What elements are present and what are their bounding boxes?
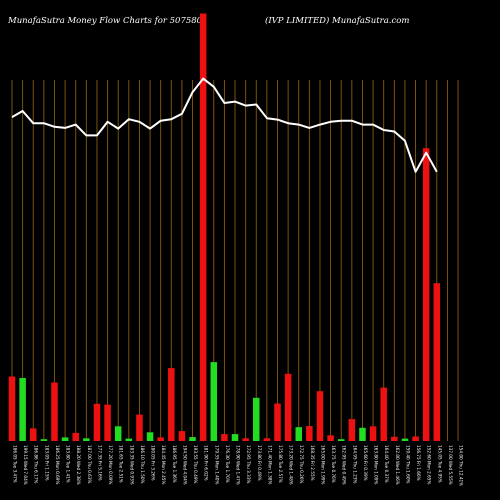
x-tick-label: 164.95 Thu 1.23% xyxy=(352,445,357,484)
x-tick-label: 175.80 Tue 2.57% xyxy=(278,445,283,483)
bar xyxy=(168,368,175,441)
x-tick-label: 183.35 Wed 0.93% xyxy=(129,445,134,485)
x-tick-label: 181.65 Tue 2.51% xyxy=(119,445,124,483)
x-tick-label: 162.00 Wed 1.46% xyxy=(395,445,400,485)
x-tick-label: 173.20 Wed 1.48% xyxy=(289,445,294,485)
x-tick-label: 186.10 Thu 1.50% xyxy=(140,445,145,484)
x-tick-label: 194.50 Wed 4.04% xyxy=(182,445,187,485)
bar xyxy=(125,438,133,441)
bar xyxy=(348,419,356,441)
bar xyxy=(178,431,186,441)
x-tick-label: 165.00 Mon 1.99% xyxy=(320,445,325,484)
x-tick-label: 184.45 Mon 2.45% xyxy=(161,445,166,484)
x-tick-label: 178.90 Wed 1.47% xyxy=(236,445,241,485)
bar xyxy=(136,414,143,441)
x-tick-label: 163.75 Tue 0.76% xyxy=(331,445,336,483)
bar xyxy=(19,378,26,441)
bar xyxy=(61,437,69,441)
x-tick-label: 172.75 Thu 0.26% xyxy=(299,445,304,484)
bar xyxy=(422,148,430,441)
bar xyxy=(29,428,37,441)
price-line-group xyxy=(11,77,438,173)
x-tick-label: 171.40 Mon 1.38% xyxy=(267,445,272,484)
x-tick-label: 186.25 Mon 0.69% xyxy=(55,445,60,484)
bar xyxy=(253,397,260,441)
bar xyxy=(8,376,16,441)
x-tick-label: 137.00 Wed 5.55% xyxy=(448,445,453,485)
x-tick-label: 159.40 Thu 1.60% xyxy=(405,445,410,484)
bar xyxy=(114,426,122,441)
x-tick-label: 176.30 Tue 1.70% xyxy=(225,445,230,483)
x-tick-label: 186.05 Tue 3.47% xyxy=(13,445,18,483)
bars-group xyxy=(8,13,441,441)
bar xyxy=(433,283,441,441)
x-tick-label: 165.60 Fri 0.39% xyxy=(363,445,368,481)
bar xyxy=(83,438,90,441)
bar xyxy=(412,436,419,441)
x-tick-label: 172.95 Thu 3.33% xyxy=(246,445,251,484)
bar xyxy=(210,362,218,441)
bar xyxy=(295,427,302,441)
chart-title-left: MunafaSutra Money Flow Charts for 507580 xyxy=(7,16,203,26)
x-tick-label: 168.35 Fri 2.55% xyxy=(310,445,315,481)
x-tick-label: 181.90 Fri 6.02% xyxy=(204,445,209,481)
x-tick-label: 179.35 Mon 1.40% xyxy=(214,445,219,484)
bar xyxy=(327,435,334,441)
bar xyxy=(380,387,387,441)
x-tick-label: 145.05 Tue 4.95% xyxy=(437,445,442,483)
bar xyxy=(242,438,249,441)
bar xyxy=(369,426,377,441)
bar xyxy=(263,438,271,441)
x-tick-label: 162.95 Wed 0.49% xyxy=(342,445,347,485)
x-tick-label: 186.86 Thu 6.17% xyxy=(34,445,39,484)
bar xyxy=(316,391,324,441)
bar xyxy=(72,432,79,441)
x-tick-label: 186.95 Tue 1.36% xyxy=(172,445,177,483)
bar xyxy=(306,426,313,441)
bar xyxy=(199,13,207,441)
bar xyxy=(104,404,111,441)
chart-title-right: (IVP LIMITED) MunafaSutra.com xyxy=(265,15,409,26)
bar xyxy=(284,373,292,441)
x-tick-label: 193.55 Thu 0.49% xyxy=(193,445,198,484)
x-tick-label: 187.00 Thu 0.63% xyxy=(87,445,92,484)
bar xyxy=(337,439,345,441)
x-tick-label: 183.05 Fri 1.15% xyxy=(44,445,49,481)
bar xyxy=(274,403,281,441)
x-tick-label: 183.80 Tue 1.41% xyxy=(66,445,71,483)
x-tick-label: 177.20 Mon 0.09% xyxy=(108,445,113,484)
x-tick-label: 173.80 Fri 0.49% xyxy=(257,445,262,481)
price-line xyxy=(11,77,438,173)
x-tick-label: 164.40 Tue 0.37% xyxy=(384,445,389,483)
bar xyxy=(157,437,164,441)
x-tick-label: 180.05 Fri 3.26% xyxy=(151,445,156,481)
bar xyxy=(93,403,101,441)
x-tick-label: 154.00 Thu 12.41% xyxy=(459,445,464,486)
x-tick-label: 199.15 Wed 7.04% xyxy=(23,445,28,485)
x-tick-label: 163.80 Mon 1.09% xyxy=(374,445,379,484)
x-tick-label: 152.60 Mon 2.65% xyxy=(427,445,432,484)
bar xyxy=(391,436,398,441)
bar xyxy=(221,434,228,441)
bar xyxy=(146,432,154,441)
x-tick-label: 177.35 Fri 5.16% xyxy=(97,445,102,481)
bar xyxy=(359,427,366,441)
x-tick-label: 156.75 Fri 1.66% xyxy=(416,445,421,481)
grid-lines xyxy=(11,80,459,441)
x-tick-labels: 186.05 Tue 3.47% 199.15 Wed 7.04% 186.86 T… xyxy=(13,445,464,486)
bar xyxy=(401,438,409,441)
x-tick-label: 188.20 Wed 2.38% xyxy=(76,445,81,485)
bar xyxy=(231,434,239,441)
bar xyxy=(189,437,196,441)
bar xyxy=(51,382,58,441)
bar xyxy=(40,439,48,441)
